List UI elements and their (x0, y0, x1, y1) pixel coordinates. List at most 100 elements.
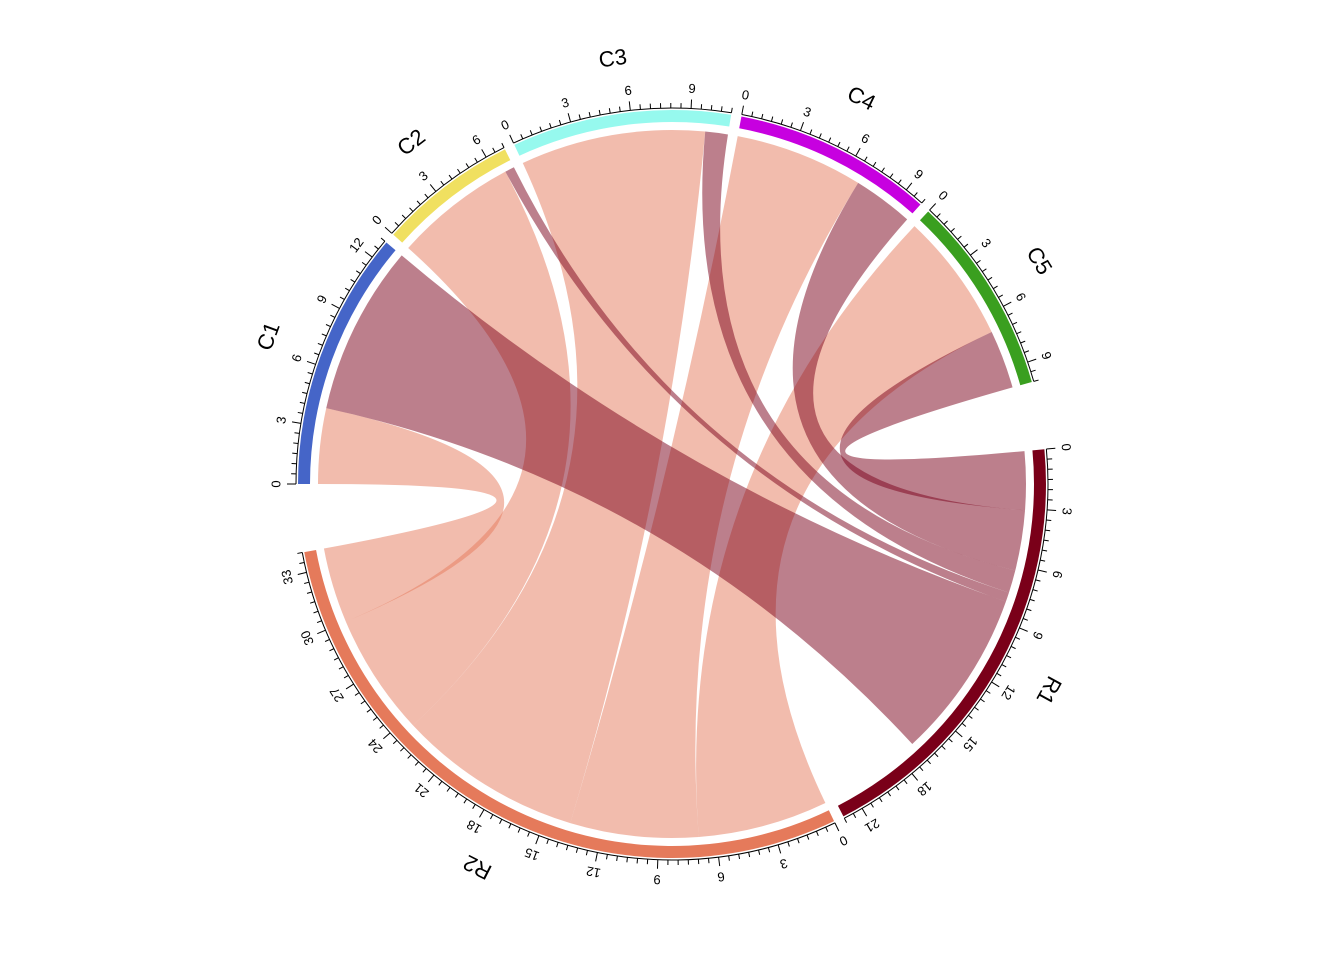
tick-mark (429, 184, 437, 192)
axis-line-r1 (844, 449, 1049, 819)
tick-mark (501, 142, 505, 148)
tick-mark (728, 855, 730, 861)
link-r2-c3[interactable] (413, 129, 706, 824)
tick-mark (481, 149, 487, 158)
tick-mark (374, 245, 379, 250)
tick-label: 27 (327, 685, 347, 705)
tick-mark (974, 706, 979, 711)
tick-mark (325, 324, 331, 328)
tick-label: 12 (346, 235, 367, 256)
tick-mark (314, 352, 320, 356)
tick-mark (383, 732, 391, 740)
tick-mark (987, 276, 993, 281)
tick-label: 3 (1059, 507, 1074, 515)
sector-c5[interactable] (919, 211, 1032, 386)
tick-label: 0 (499, 117, 512, 134)
tick-label: 0 (837, 833, 850, 850)
tick-label: 6 (624, 83, 633, 99)
tick-mark (299, 561, 305, 565)
tick-mark (1007, 312, 1013, 316)
tick-mark (414, 761, 419, 766)
tick-label: 9 (911, 166, 926, 182)
tick-mark (424, 193, 429, 199)
tick-mark (993, 285, 998, 290)
tick-mark (345, 683, 354, 690)
sector-label-c5: C5 (1021, 242, 1057, 279)
sector-r1[interactable] (837, 449, 1046, 817)
tick-mark (355, 270, 361, 275)
tick-mark (329, 648, 335, 652)
tick-label: 6 (469, 131, 483, 148)
sector-c1[interactable] (298, 242, 396, 484)
tick-mark (981, 268, 987, 273)
tick-mark (299, 401, 305, 404)
tick-mark (490, 814, 494, 820)
tick-mark (1006, 655, 1012, 659)
tick-mark (770, 116, 774, 122)
tick-mark (509, 134, 514, 144)
tick-mark (837, 141, 841, 147)
sector-c2[interactable] (393, 149, 511, 243)
tick-label: 9 (653, 872, 661, 887)
sector-label-r2: R2 (459, 850, 495, 885)
link-r2-c2[interactable] (345, 171, 571, 726)
tick-label: 18 (914, 779, 935, 800)
tick-label: 30 (297, 628, 316, 647)
link-r2-c1[interactable] (318, 408, 505, 622)
tick-mark (606, 854, 608, 860)
tick-mark (1024, 350, 1030, 353)
tick-mark (777, 844, 782, 854)
sector-label-c1: C1 (252, 319, 285, 354)
tick-mark (1040, 559, 1046, 562)
tick-mark (921, 198, 926, 204)
tick-mark (535, 835, 540, 845)
tick-mark (936, 213, 941, 218)
axis-line-c2 (391, 147, 505, 234)
tick-mark (741, 105, 744, 115)
tick-mark (339, 296, 345, 300)
tick-mark (330, 314, 336, 318)
sector-c3[interactable] (514, 109, 732, 156)
tick-mark (479, 809, 485, 818)
sector-label-c3: C3 (597, 44, 628, 73)
tick-mark (1022, 618, 1028, 621)
tick-mark (527, 831, 530, 837)
tick-mark (872, 161, 877, 167)
tick-mark (1030, 369, 1036, 373)
tick-mark (929, 203, 937, 211)
tick-mark (861, 808, 868, 817)
chord-sectors (298, 109, 1046, 859)
tick-mark (911, 773, 919, 781)
tick-label: 6 (717, 869, 726, 885)
tick-mark (291, 421, 302, 424)
tick-mark (950, 228, 955, 233)
link-r1-c5[interactable] (839, 332, 1026, 511)
tick-label: 12 (585, 863, 602, 881)
sector-c4[interactable] (739, 116, 921, 214)
tick-label: 18 (464, 817, 484, 837)
link-r1-c4[interactable] (792, 182, 1026, 571)
tick-mark (520, 134, 524, 140)
sector-label-r1: R1 (1031, 672, 1066, 709)
tick-mark (294, 432, 300, 434)
tick-mark (852, 813, 857, 819)
tick-mark (1047, 509, 1057, 511)
tick-mark (1001, 664, 1007, 668)
tick-label: 9 (314, 292, 331, 305)
tick-label: 12 (998, 683, 1018, 703)
tick-mark (364, 251, 373, 258)
tick-mark (787, 841, 790, 847)
link-r2-c5[interactable] (696, 226, 992, 837)
tick-label: 3 (560, 94, 571, 110)
tick-mark (343, 675, 349, 679)
tick-mark (720, 106, 723, 112)
link-r1-c1[interactable] (326, 255, 1006, 744)
tick-mark (306, 360, 316, 365)
tick-mark (608, 108, 611, 114)
tick-mark (304, 581, 310, 584)
tick-mark (919, 766, 924, 772)
tick-label: 6 (859, 130, 873, 147)
tick-mark (297, 411, 303, 414)
tick-mark (626, 857, 628, 863)
tick-label: 6 (1013, 290, 1030, 303)
